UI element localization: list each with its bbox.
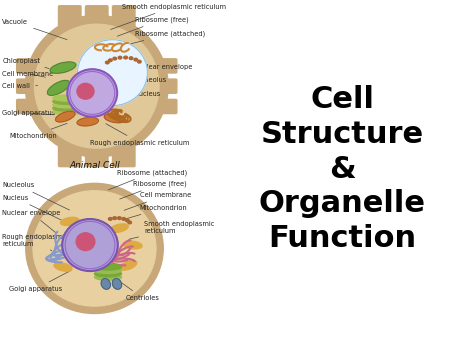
Ellipse shape [123, 241, 142, 249]
Circle shape [129, 57, 133, 59]
Ellipse shape [54, 263, 72, 271]
FancyBboxPatch shape [112, 6, 135, 26]
Ellipse shape [33, 191, 156, 306]
Text: Nucleolus: Nucleolus [111, 77, 166, 88]
FancyBboxPatch shape [58, 146, 81, 167]
Circle shape [118, 56, 122, 59]
Ellipse shape [104, 114, 125, 123]
Text: Nuclear envelope: Nuclear envelope [114, 64, 193, 80]
Text: Rough endoplasmic reticulum: Rough endoplasmic reticulum [90, 124, 189, 146]
Ellipse shape [101, 279, 110, 289]
Text: Ribosome (free): Ribosome (free) [120, 180, 186, 199]
Circle shape [124, 56, 127, 59]
Ellipse shape [77, 83, 94, 99]
Text: Nucleolus: Nucleolus [2, 182, 69, 210]
Text: Nuclear envelope: Nuclear envelope [2, 210, 61, 233]
Text: Cell membrane: Cell membrane [2, 71, 54, 77]
Text: Rough endoplasmic
reticulum: Rough endoplasmic reticulum [2, 234, 68, 251]
Ellipse shape [77, 117, 99, 126]
Circle shape [113, 57, 117, 60]
Ellipse shape [120, 261, 137, 270]
Ellipse shape [110, 224, 128, 233]
Circle shape [122, 218, 126, 220]
Text: Nucleus: Nucleus [108, 91, 160, 97]
Ellipse shape [50, 62, 76, 73]
FancyBboxPatch shape [151, 99, 177, 114]
Text: Nucleus: Nucleus [2, 195, 65, 222]
Text: Animal Cell: Animal Cell [69, 161, 120, 170]
Text: Ribosome (free): Ribosome (free) [117, 16, 189, 36]
Ellipse shape [47, 80, 70, 95]
Circle shape [108, 59, 112, 62]
Ellipse shape [94, 271, 122, 277]
Circle shape [138, 61, 141, 63]
Ellipse shape [53, 108, 82, 115]
Circle shape [113, 217, 117, 219]
Circle shape [117, 217, 121, 219]
Ellipse shape [76, 233, 95, 250]
Circle shape [126, 219, 129, 222]
Text: Mitochondrion: Mitochondrion [123, 205, 187, 220]
Text: Centrioles: Centrioles [117, 280, 160, 301]
Text: Golgi apparatus: Golgi apparatus [9, 270, 72, 292]
Circle shape [105, 61, 109, 64]
Ellipse shape [112, 279, 122, 289]
Ellipse shape [62, 219, 118, 271]
Ellipse shape [77, 40, 148, 105]
FancyBboxPatch shape [58, 6, 81, 26]
Ellipse shape [53, 95, 82, 101]
Text: Cell
Structure
&
Organelle
Function: Cell Structure & Organelle Function [258, 85, 426, 253]
FancyBboxPatch shape [112, 146, 135, 167]
Ellipse shape [94, 264, 122, 270]
Circle shape [108, 218, 112, 220]
Ellipse shape [94, 274, 122, 280]
FancyBboxPatch shape [151, 79, 177, 93]
Text: Smooth endoplasmic reticulum: Smooth endoplasmic reticulum [111, 4, 225, 29]
Text: Mitochondrion: Mitochondrion [9, 123, 67, 139]
FancyBboxPatch shape [86, 6, 108, 26]
Ellipse shape [55, 111, 75, 122]
Ellipse shape [53, 105, 82, 111]
FancyBboxPatch shape [86, 146, 108, 167]
FancyBboxPatch shape [17, 79, 43, 93]
Ellipse shape [68, 69, 117, 117]
FancyBboxPatch shape [151, 59, 177, 73]
Text: Smooth endoplasmic
reticulum: Smooth endoplasmic reticulum [129, 221, 214, 239]
Ellipse shape [61, 217, 79, 225]
FancyBboxPatch shape [17, 99, 43, 114]
Text: Vacuole: Vacuole [2, 19, 67, 40]
Ellipse shape [25, 15, 168, 157]
Text: Ribosome (attached): Ribosome (attached) [108, 169, 187, 190]
Ellipse shape [54, 100, 81, 110]
Text: Chloroplast: Chloroplast [2, 58, 49, 69]
Text: Cell membrane: Cell membrane [124, 192, 191, 210]
Ellipse shape [94, 267, 122, 273]
Circle shape [134, 58, 138, 61]
Ellipse shape [35, 24, 159, 148]
Ellipse shape [53, 98, 82, 104]
Text: Cell wall: Cell wall [2, 83, 38, 89]
Ellipse shape [53, 102, 82, 108]
Ellipse shape [26, 183, 163, 314]
FancyBboxPatch shape [17, 59, 43, 73]
Circle shape [128, 221, 131, 224]
Text: Ribosome (attached): Ribosome (attached) [114, 30, 205, 48]
Text: Golgi apparatus: Golgi apparatus [2, 110, 55, 116]
